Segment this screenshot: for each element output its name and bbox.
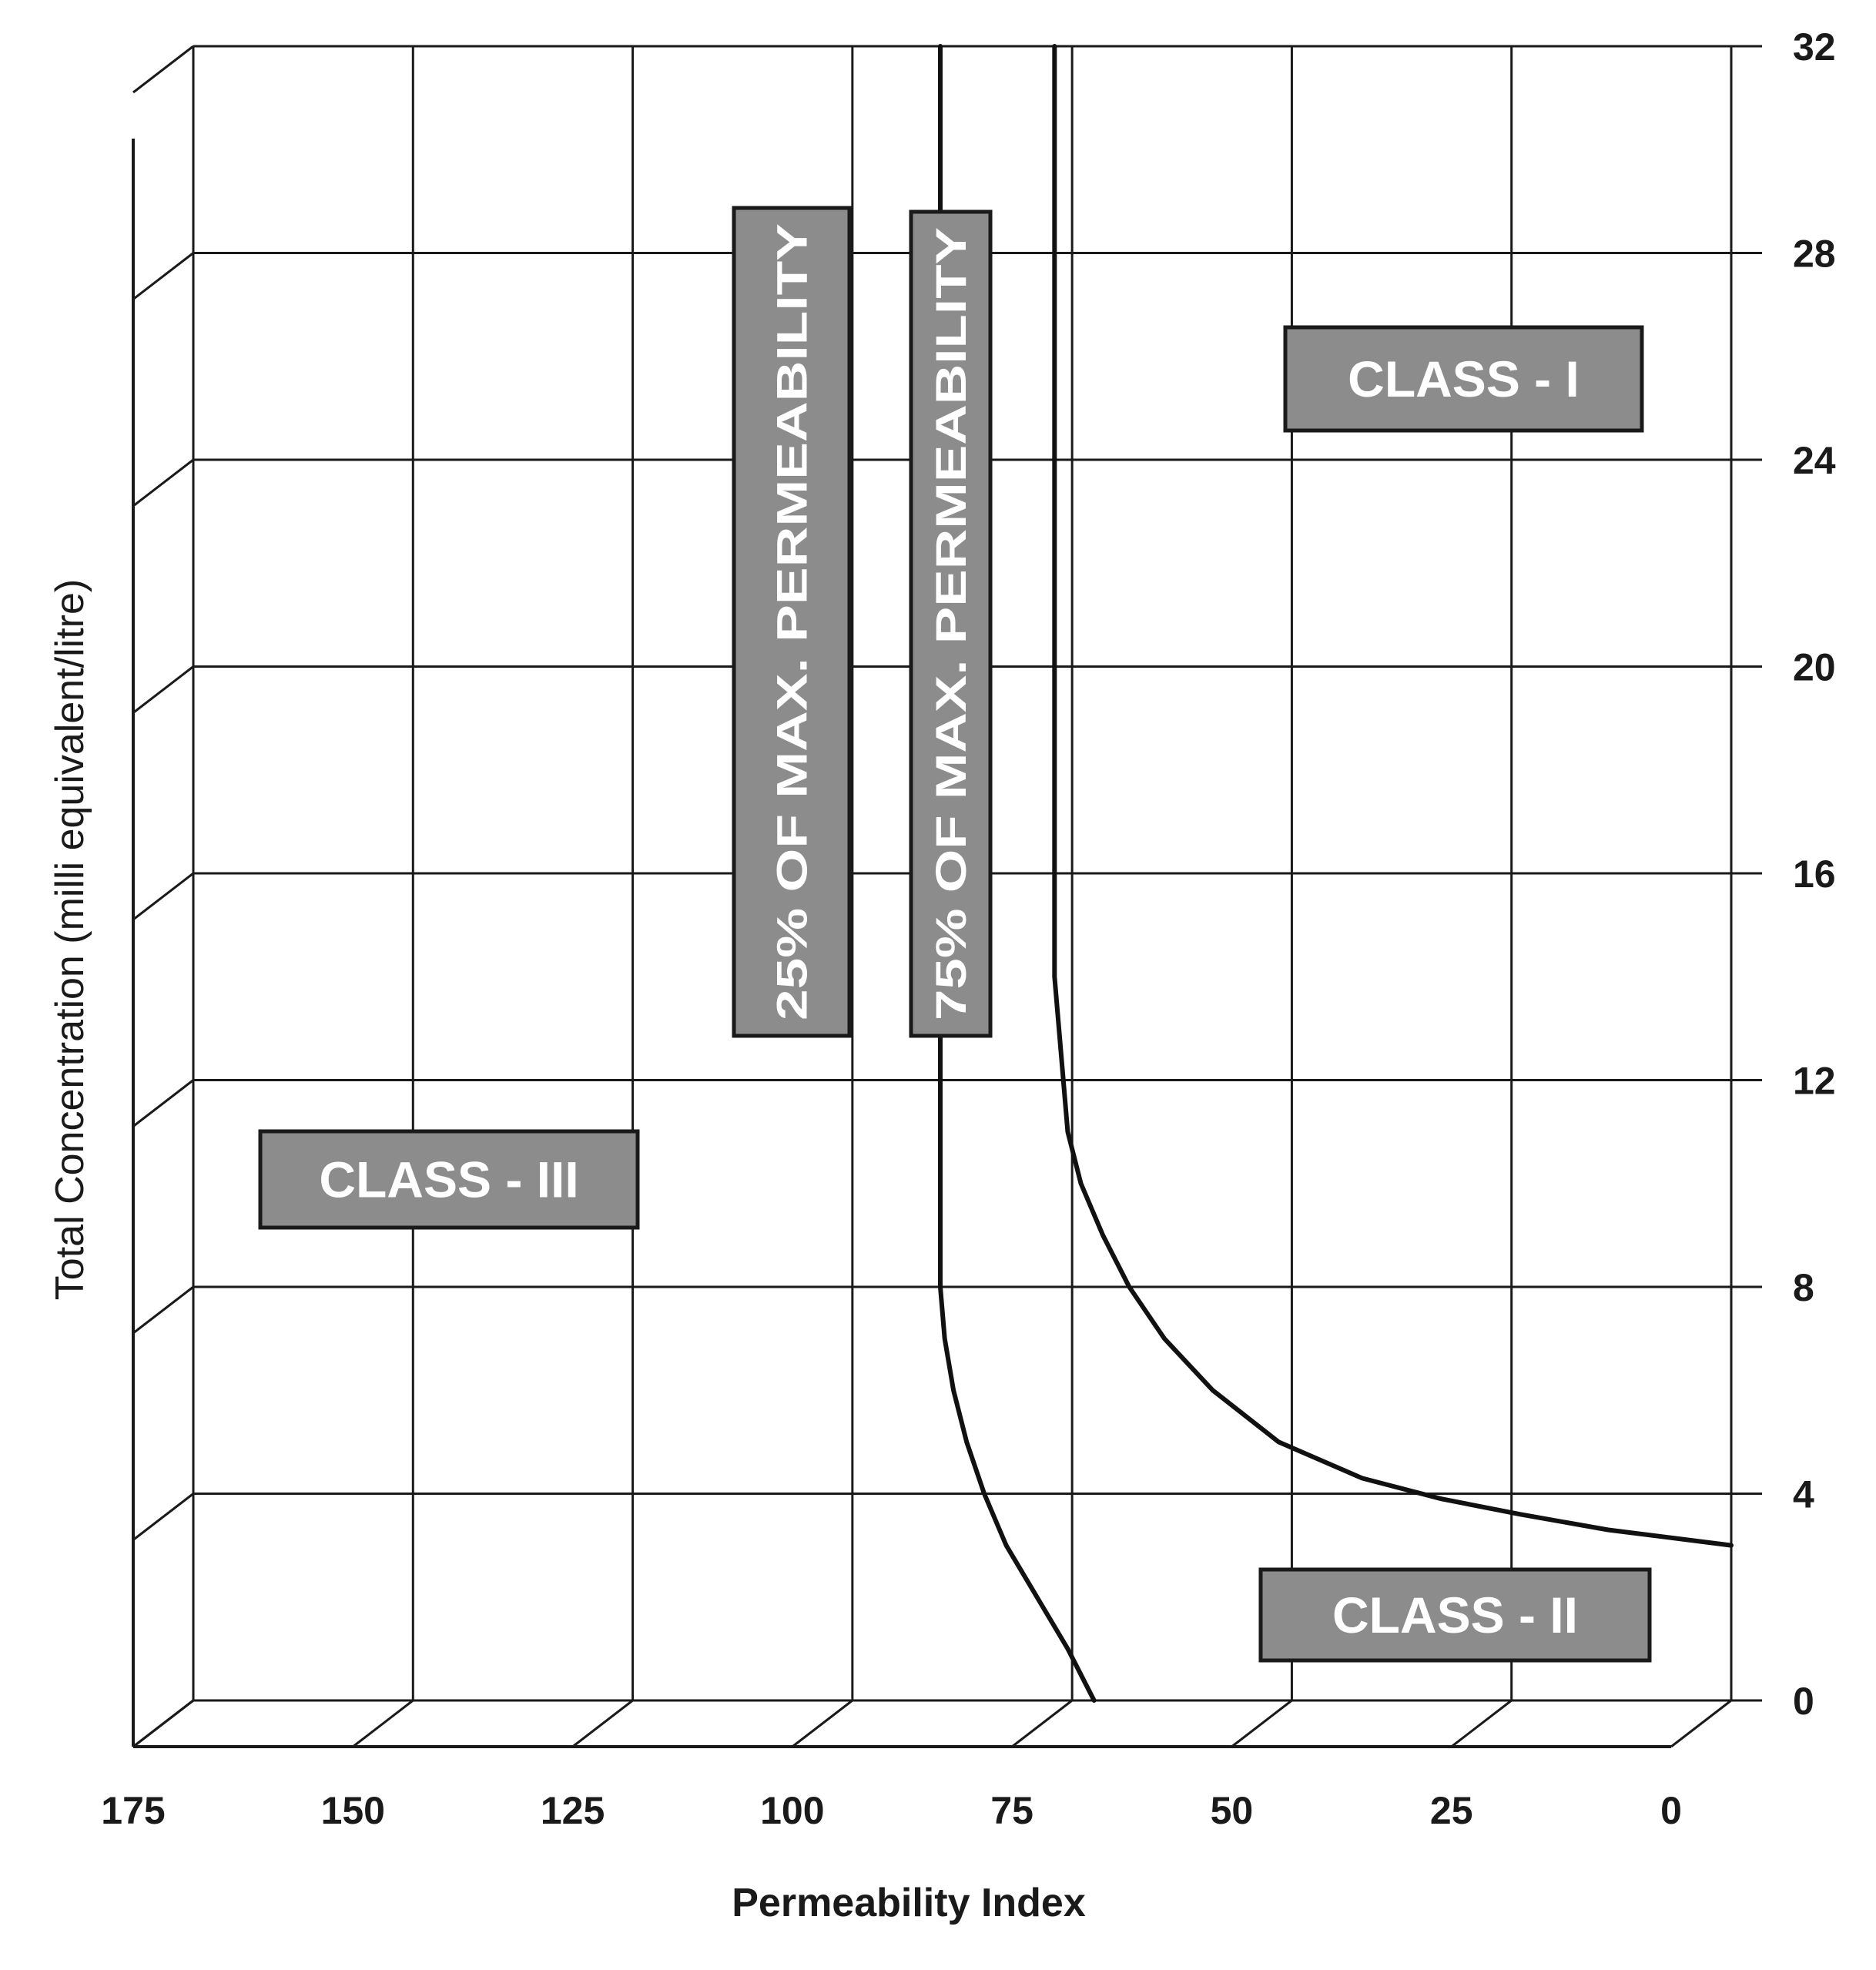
series-label-box <box>909 209 993 1038</box>
series-label: 75% OF MAX. PERMEABILITY <box>926 227 975 1020</box>
x-tick-label: 125 <box>541 1789 605 1832</box>
x-tick-label: 0 <box>1660 1789 1682 1832</box>
side-depth-line <box>132 872 194 921</box>
class-label: CLASS - I <box>1348 350 1580 407</box>
y-tick-label: 12 <box>1793 1060 1836 1103</box>
y-tick-label: 4 <box>1793 1473 1814 1516</box>
side-depth-line <box>132 458 194 508</box>
x-axis-title: Permeability Index <box>732 1881 1086 1925</box>
chart-labels: 25% OF MAX. PERMEABILITY 75% OF MAX. PERM… <box>258 206 1652 1663</box>
floor-depth-line <box>571 1699 634 1748</box>
floor-depth-line <box>791 1699 853 1748</box>
class-label-box <box>1283 325 1644 433</box>
floor-depth-line <box>1450 1699 1513 1748</box>
floor-depth-line <box>1011 1699 1074 1748</box>
side-depth-line <box>132 665 194 714</box>
x-tick-label: 100 <box>760 1789 824 1832</box>
series-line-75pct <box>1052 44 1734 1548</box>
class-label-box <box>1258 1567 1652 1663</box>
class-label-box <box>258 1129 640 1230</box>
x-tick-label: 150 <box>321 1789 385 1832</box>
x-tick-label: 175 <box>101 1789 165 1832</box>
class-label: CLASS - II <box>1332 1586 1578 1643</box>
y-tick-label: 16 <box>1793 853 1836 896</box>
floor-depth-line <box>352 1699 414 1748</box>
side-depth-line <box>132 1079 194 1127</box>
floor-depth-line <box>1670 1699 1732 1748</box>
y-tick-label: 28 <box>1793 233 1836 276</box>
series-label: 25% OF MAX. PERMEABILITY <box>768 223 816 1020</box>
x-tick-label: 75 <box>990 1789 1033 1832</box>
y-tick-label: 20 <box>1793 646 1836 689</box>
side-depth-line <box>132 1493 194 1541</box>
x-tick-label: 50 <box>1211 1789 1254 1832</box>
side-depth-line <box>132 252 194 300</box>
y-tick-label: 24 <box>1793 439 1836 482</box>
class-label: CLASS - III <box>319 1151 578 1208</box>
chart-ticks: 175 150 125 100 75 50 25 0 0 4 8 12 16 20 24 28 32 <box>101 25 1836 1832</box>
y-tick-label: 0 <box>1793 1680 1814 1723</box>
y-tick-label: 8 <box>1793 1266 1814 1309</box>
x-tick-label: 25 <box>1430 1789 1473 1832</box>
side-depth-line <box>132 1699 194 1748</box>
series-label-box <box>732 206 852 1038</box>
side-depth-line <box>132 45 194 94</box>
y-tick-label: 32 <box>1793 25 1836 69</box>
side-depth-line <box>132 1285 194 1335</box>
y-axis-title: Total Concentration (milli equivalent/li… <box>48 579 92 1300</box>
floor-depth-line <box>1231 1699 1293 1748</box>
